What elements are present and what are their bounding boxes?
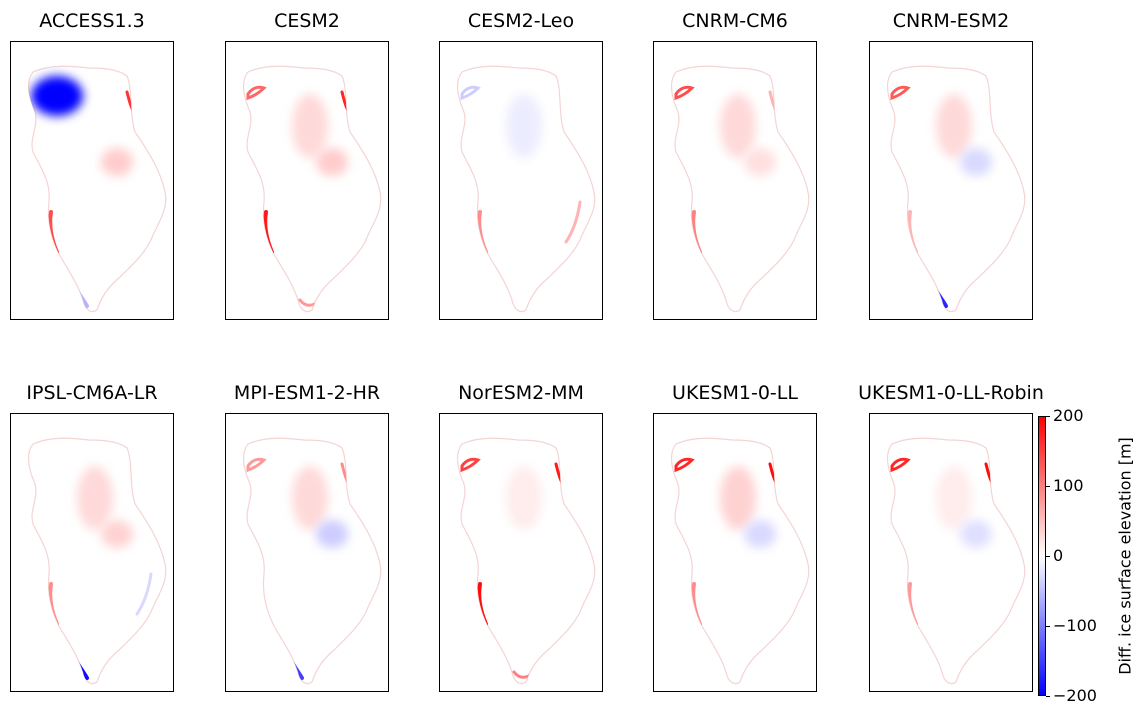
panel-title: CNRM-ESM2 xyxy=(892,10,1010,32)
anomaly-interior-north xyxy=(77,466,113,530)
panel-title: UKESM1-0-LL-Robin xyxy=(858,382,1044,404)
anomaly-interior-north xyxy=(936,94,972,158)
anomaly-east-margin xyxy=(135,572,153,616)
map-panel xyxy=(653,41,817,320)
anomaly-northwest-margin xyxy=(674,85,695,101)
panel-title: CESM2 xyxy=(274,10,340,32)
map-panel xyxy=(10,413,174,692)
anomaly-east-center xyxy=(960,520,992,548)
panel-title: IPSL-CM6A-LR xyxy=(26,382,158,404)
map-canvas xyxy=(242,65,382,313)
anomaly-east-margin xyxy=(564,200,582,244)
map-canvas xyxy=(886,65,1026,313)
colorbar xyxy=(1038,416,1046,696)
anomaly-east-center xyxy=(101,520,133,548)
anomaly-east-center xyxy=(101,148,133,176)
map-canvas xyxy=(27,437,167,685)
anomaly-interior-north xyxy=(720,466,756,530)
colorbar-tick-label: 100 xyxy=(1053,476,1084,495)
panel-title: ACCESS1.3 xyxy=(39,10,145,32)
map-canvas xyxy=(670,437,810,685)
map-panel xyxy=(869,413,1033,692)
colorbar-tick xyxy=(1046,486,1050,487)
ice-sheet-outline xyxy=(886,65,1026,313)
anomaly-east-center xyxy=(960,148,992,176)
map-canvas xyxy=(886,437,1026,685)
ice-sheet-outline xyxy=(456,437,596,685)
ice-sheet-outline xyxy=(242,437,382,685)
panel-title: MPI-ESM1-2-HR xyxy=(233,382,381,404)
anomaly-east-center xyxy=(744,520,776,548)
anomaly-northwest-margin xyxy=(890,85,911,101)
colorbar-tick xyxy=(1046,556,1050,557)
colorbar-tick-label: 0 xyxy=(1053,546,1064,565)
map-panel xyxy=(225,413,389,692)
colorbar-tick xyxy=(1046,696,1050,697)
ice-sheet-outline xyxy=(670,65,810,313)
panel-title: UKESM1-0-LL xyxy=(672,382,798,404)
ice-sheet-outline xyxy=(27,65,167,313)
anomaly-northwest-margin xyxy=(460,85,481,101)
map-panel xyxy=(439,413,603,692)
anomaly-interior-north xyxy=(506,466,542,530)
colorbar-tick xyxy=(1046,626,1050,627)
ice-sheet-outline xyxy=(242,65,382,313)
panel-title: CNRM-CM6 xyxy=(682,10,788,32)
anomaly-east-center xyxy=(744,148,776,176)
anomaly-northwest-margin xyxy=(246,85,267,101)
ice-sheet-outline xyxy=(27,437,167,685)
colorbar-tick xyxy=(1046,416,1050,417)
anomaly-east-center xyxy=(316,520,348,548)
panel-title: CESM2-Leo xyxy=(467,10,575,32)
ice-sheet-outline xyxy=(670,437,810,685)
anomaly-interior-north xyxy=(292,466,328,530)
map-canvas xyxy=(27,65,167,313)
anomaly-interior-north xyxy=(720,94,756,158)
map-canvas xyxy=(456,437,596,685)
anomaly-interior-north xyxy=(292,94,328,158)
map-canvas xyxy=(456,65,596,313)
anomaly-northwest-margin xyxy=(460,457,481,473)
colorbar-tick-label: 200 xyxy=(1053,406,1084,425)
colorbar-tick-label: −200 xyxy=(1053,686,1097,705)
colorbar-label: Diff. ice surface elevation [m] xyxy=(1115,437,1135,675)
anomaly-northwest xyxy=(31,76,83,116)
panel-title: NorESM2-MM xyxy=(458,382,584,404)
anomaly-east-center xyxy=(316,148,348,176)
anomaly-interior-north xyxy=(506,94,542,158)
map-panel xyxy=(225,41,389,320)
anomaly-northwest-margin xyxy=(246,457,267,473)
ice-sheet-outline xyxy=(456,65,596,313)
anomaly-northwest-margin xyxy=(890,457,911,473)
map-canvas xyxy=(670,65,810,313)
ice-sheet-outline xyxy=(886,437,1026,685)
anomaly-interior-north xyxy=(936,466,972,530)
map-panel xyxy=(10,41,174,320)
map-panel xyxy=(869,41,1033,320)
map-panel xyxy=(439,41,603,320)
map-panel xyxy=(653,413,817,692)
map-canvas xyxy=(242,437,382,685)
anomaly-northwest-margin xyxy=(674,457,695,473)
colorbar-tick-label: −100 xyxy=(1053,616,1097,635)
